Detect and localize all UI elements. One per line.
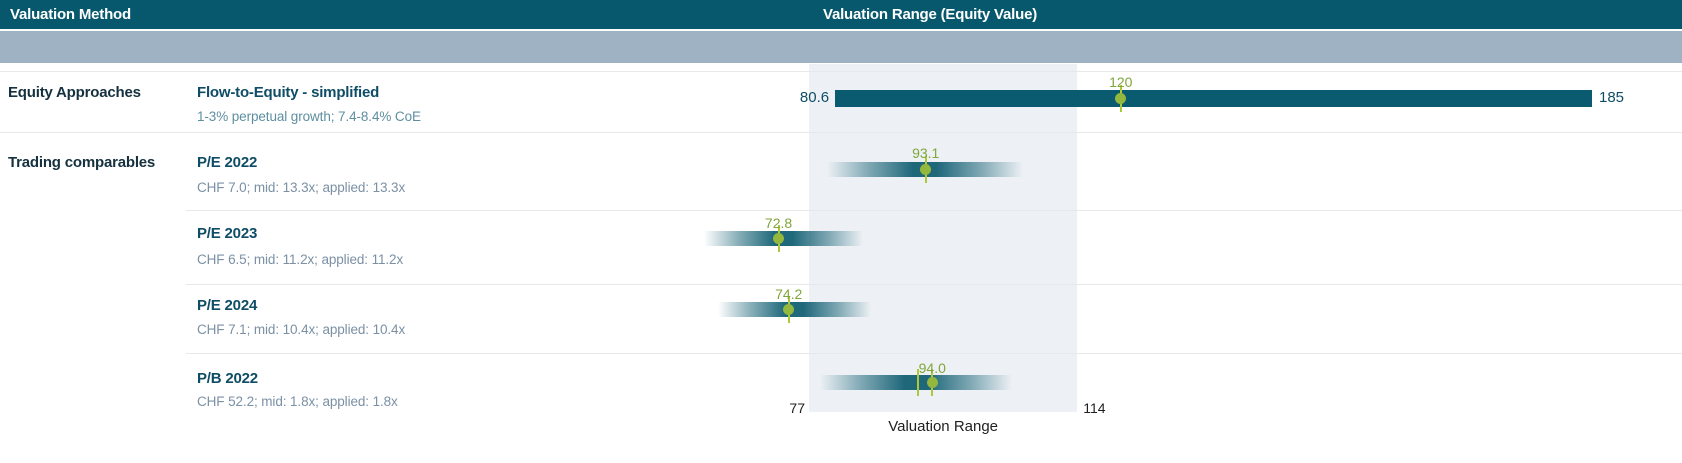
header-valuation-range: Valuation Range (Equity Value) <box>822 6 1038 23</box>
range-max-label: 185 <box>1599 89 1625 106</box>
method-detail-flow-to-equity: 1-3% perpetual growth; 7.4-8.4% CoE <box>197 109 421 124</box>
method-detail-pe-2024: CHF 7.1; mid: 10.4x; applied: 10.4x <box>197 322 406 337</box>
method-label-pb-2022: P/B 2022 <box>197 370 258 387</box>
row-divider <box>186 353 1682 354</box>
table-header-bar: Valuation Method Valuation Range (Equity… <box>0 0 1682 29</box>
marker-dot <box>926 377 938 388</box>
mid-value-line <box>916 369 919 396</box>
range-bar <box>718 302 871 317</box>
marker-dot <box>783 304 795 315</box>
method-label-pe-2023: P/E 2023 <box>197 225 258 242</box>
marker-value-label: 74.2 <box>775 286 803 302</box>
row-divider <box>0 71 1682 72</box>
marker-value-label: 93.1 <box>912 145 940 161</box>
range-min-label: 80.6 <box>799 89 830 106</box>
marker-value-label: 120 <box>1109 74 1133 90</box>
method-label-pe-2022: P/E 2022 <box>197 154 258 171</box>
group-label-trading-comparables: Trading comparables <box>8 154 156 171</box>
range-bar <box>819 375 1012 390</box>
subheader-strip <box>0 31 1682 63</box>
row-divider <box>186 210 1682 211</box>
row-divider <box>0 132 1682 133</box>
axis-label-band-min: 77 <box>789 400 805 416</box>
valuation-range-caption: Valuation Range <box>888 418 999 435</box>
marker-dot <box>773 233 785 244</box>
method-label-pe-2024: P/E 2024 <box>197 297 258 314</box>
marker-dot <box>1115 93 1127 104</box>
method-detail-pb-2022: CHF 52.2; mid: 1.8x; applied: 1.8x <box>197 394 398 409</box>
row-divider <box>186 284 1682 285</box>
axis-label-band-max: 114 <box>1083 400 1106 416</box>
method-detail-pe-2022: CHF 7.0; mid: 13.3x; applied: 13.3x <box>197 180 406 195</box>
method-label-flow-to-equity: Flow-to-Equity - simplified <box>197 84 380 101</box>
marker-value-label: 94.0 <box>918 360 946 376</box>
group-label-equity-approaches: Equity Approaches <box>8 84 141 101</box>
marker-value-label: 72.8 <box>764 215 793 231</box>
range-bar <box>835 90 1592 107</box>
marker-dot <box>920 164 932 175</box>
header-valuation-method: Valuation Method <box>10 6 131 23</box>
method-detail-pe-2023: CHF 6.5; mid: 11.2x; applied: 11.2x <box>197 252 404 267</box>
